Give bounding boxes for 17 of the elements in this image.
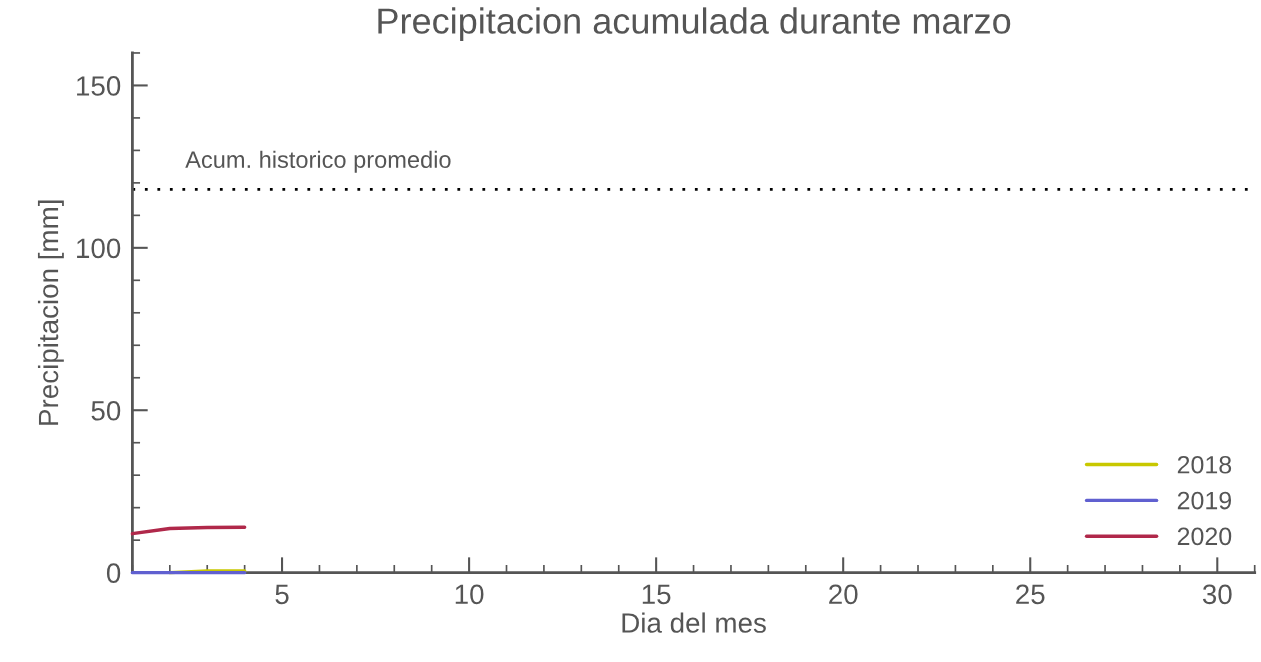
legend-label: 2020 bbox=[1177, 527, 1232, 546]
x-tick-label: 5 bbox=[275, 584, 289, 605]
x-tick-label: 25 bbox=[1016, 584, 1045, 605]
x-tick-label: 15 bbox=[642, 584, 671, 605]
x-tick-label: 20 bbox=[829, 584, 858, 605]
x-axis-title: Dia del mes bbox=[622, 612, 766, 633]
legend-label: 2018 bbox=[1177, 455, 1232, 474]
legend-label: 2019 bbox=[1177, 491, 1232, 510]
y-tick-label: 50 bbox=[91, 400, 121, 421]
x-tick-label: 30 bbox=[1202, 584, 1232, 605]
ref-line-label: Acum. historico promedio bbox=[185, 150, 451, 173]
x-tick-label: 10 bbox=[455, 584, 484, 605]
chart-title: Precipitacion acumulada durante marzo bbox=[378, 7, 1011, 42]
y-tick-label: 100 bbox=[77, 238, 121, 259]
y-tick-label: 150 bbox=[77, 76, 121, 96]
y-axis-title: Precipitacion [mm] bbox=[37, 200, 64, 425]
y-tick-label: 0 bbox=[106, 563, 121, 583]
